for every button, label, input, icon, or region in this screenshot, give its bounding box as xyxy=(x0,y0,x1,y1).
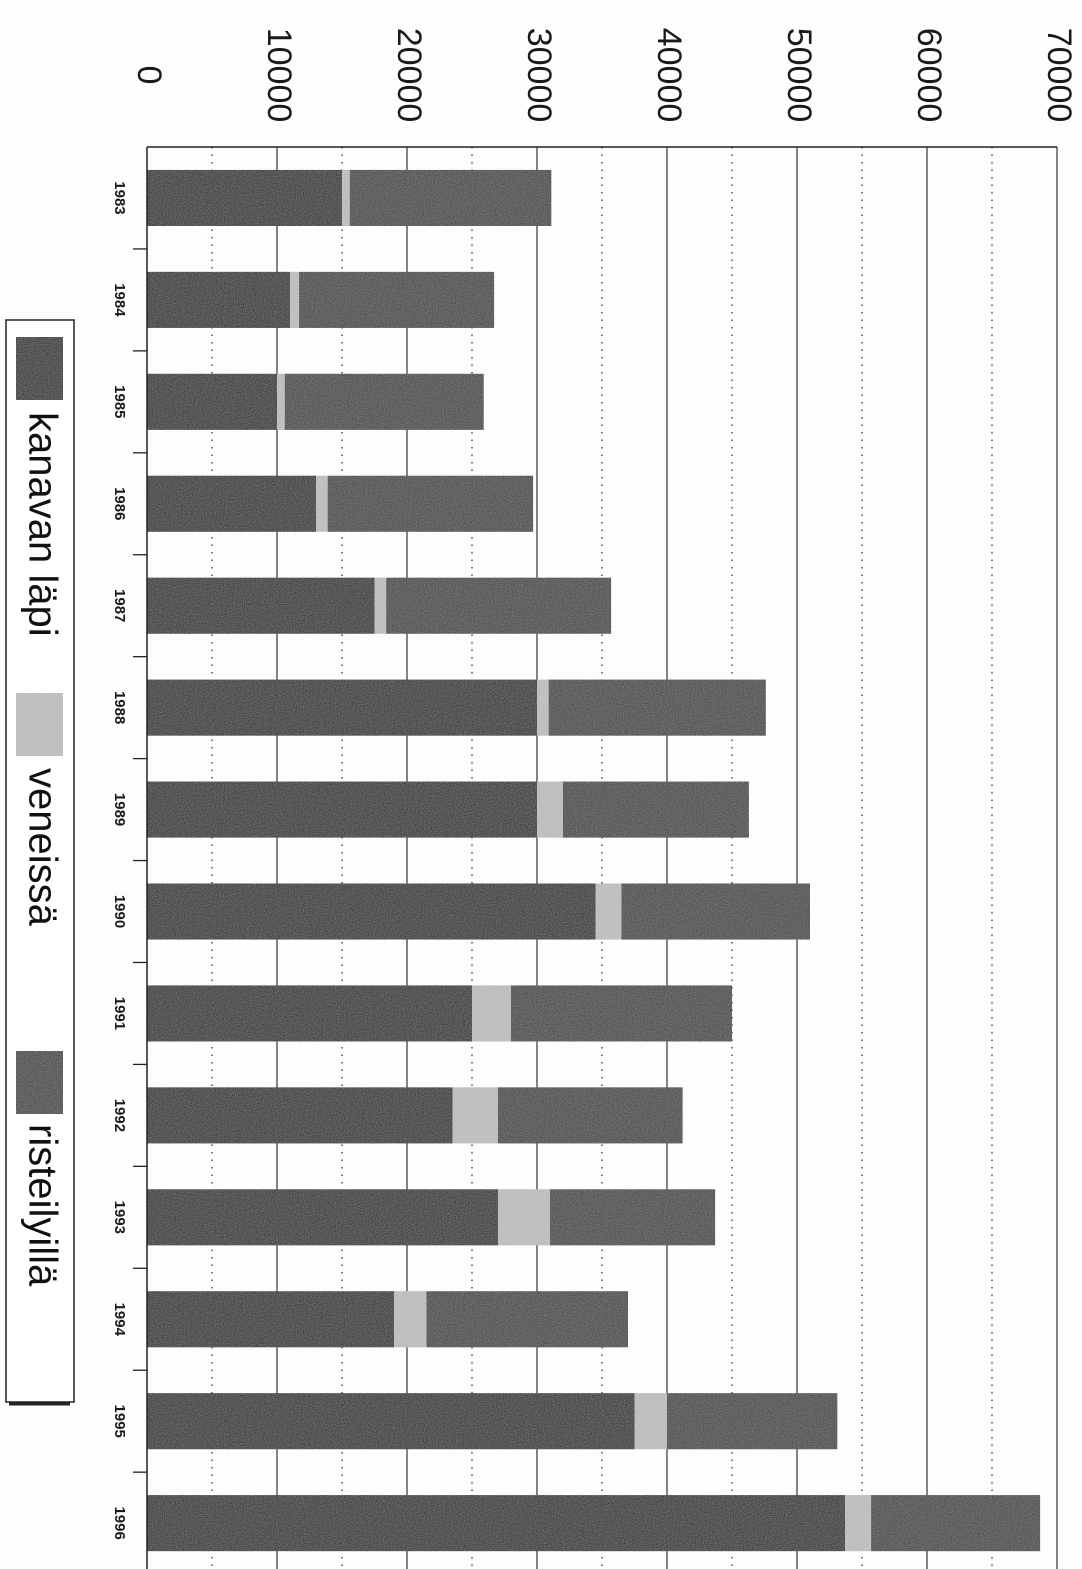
bar-segment-risteilyilla xyxy=(498,1087,683,1144)
legend-label: risteilyillä xyxy=(20,1124,64,1287)
bar-segment-veneissa xyxy=(277,373,285,430)
y-tick-label: 40000 xyxy=(650,28,688,123)
bar-segment-kanavan-lapi xyxy=(147,883,596,940)
bar-segment-veneissa xyxy=(537,679,549,736)
y-tick-label: 30000 xyxy=(520,28,558,123)
x-tick-label: 1993 xyxy=(111,1201,128,1234)
bar-segment-kanavan-lapi xyxy=(147,1087,453,1144)
legend-label: kanavan läpi xyxy=(20,412,64,637)
bar-segment-risteilyilla xyxy=(511,985,732,1042)
legend-box xyxy=(5,319,75,1403)
bar-segment-veneissa xyxy=(374,577,387,634)
bar-segment-risteilyilla xyxy=(667,1393,838,1450)
legend-swatch xyxy=(16,693,63,756)
x-tick-label: 1990 xyxy=(111,895,128,928)
bar-segment-veneissa xyxy=(290,271,300,328)
bar-segment-veneissa xyxy=(452,1087,498,1144)
y-tick-label: 60000 xyxy=(910,28,948,123)
bar-segment-risteilyilla xyxy=(386,577,612,634)
x-tick-label: 1984 xyxy=(111,283,128,317)
x-tick-label: 1987 xyxy=(111,589,128,622)
bar-segment-kanavan-lapi xyxy=(147,1189,498,1246)
bar-segment-risteilyilla xyxy=(299,271,495,328)
bar-segment-kanavan-lapi xyxy=(147,1393,635,1450)
bar-segment-veneissa xyxy=(498,1189,550,1246)
legend-swatch xyxy=(16,1051,63,1114)
bar-segment-risteilyilla xyxy=(550,1189,716,1246)
x-tick-label: 1983 xyxy=(111,181,128,214)
bar-segment-kanavan-lapi xyxy=(147,373,277,430)
bars xyxy=(147,169,1041,1552)
bar-segment-kanavan-lapi xyxy=(147,577,375,634)
y-tick-label: 0 xyxy=(130,66,168,85)
bar-segment-risteilyilla xyxy=(563,781,749,838)
bar-segment-kanavan-lapi xyxy=(147,781,537,838)
bar-segment-veneissa xyxy=(394,1291,427,1348)
bar-segment-veneissa xyxy=(342,169,350,226)
bar-segment-kanavan-lapi xyxy=(147,475,316,532)
x-tick-label: 1986 xyxy=(111,487,128,520)
y-tick-label: 50000 xyxy=(780,28,818,123)
x-tick-label: 1992 xyxy=(111,1099,128,1132)
bar-segment-veneissa xyxy=(634,1393,667,1450)
legend-swatch xyxy=(16,337,63,400)
bar-segment-kanavan-lapi xyxy=(147,679,537,736)
x-tick-label: 1989 xyxy=(111,793,128,826)
x-tick-label: 1985 xyxy=(111,385,128,418)
bar-segment-kanavan-lapi xyxy=(147,271,290,328)
bar-segment-kanavan-lapi xyxy=(147,1495,846,1552)
x-tick-label: 1988 xyxy=(111,691,128,724)
x-tick-label: 1994 xyxy=(111,1303,128,1337)
axes: 0 10000 20000 30000 40000 50000 60000 70000 1983… xyxy=(111,28,1078,1569)
bar-segment-veneissa xyxy=(472,985,511,1042)
bar-segment-veneissa xyxy=(316,475,328,532)
legend: kanavan läpi veneissä risteilyillä xyxy=(5,319,75,1406)
bar-segment-risteilyilla xyxy=(327,475,534,532)
bar-segment-veneissa xyxy=(595,883,622,940)
bar-segment-risteilyilla xyxy=(621,883,810,940)
bar-segment-kanavan-lapi xyxy=(147,985,472,1042)
x-tick-label: 1991 xyxy=(111,997,128,1030)
x-tick-label: 1995 xyxy=(111,1405,128,1438)
bar-segment-veneissa xyxy=(537,781,563,838)
grid xyxy=(211,147,1058,1569)
bar-segment-veneissa xyxy=(845,1495,872,1552)
y-tick-label: 20000 xyxy=(390,28,428,123)
y-tick-label: 10000 xyxy=(260,28,298,123)
bar-segment-kanavan-lapi xyxy=(147,169,342,226)
legend-label: veneissä xyxy=(20,768,64,927)
bar-segment-risteilyilla xyxy=(548,679,766,736)
bar-segment-kanavan-lapi xyxy=(147,1291,394,1348)
bar-segment-risteilyilla xyxy=(349,169,552,226)
bar-segment-risteilyilla xyxy=(871,1495,1041,1552)
y-tick-label: 70000 xyxy=(1040,28,1078,123)
x-tick-label: 1996 xyxy=(111,1506,128,1539)
bar-segment-risteilyilla xyxy=(426,1291,628,1348)
bar-segment-risteilyilla xyxy=(284,373,484,430)
